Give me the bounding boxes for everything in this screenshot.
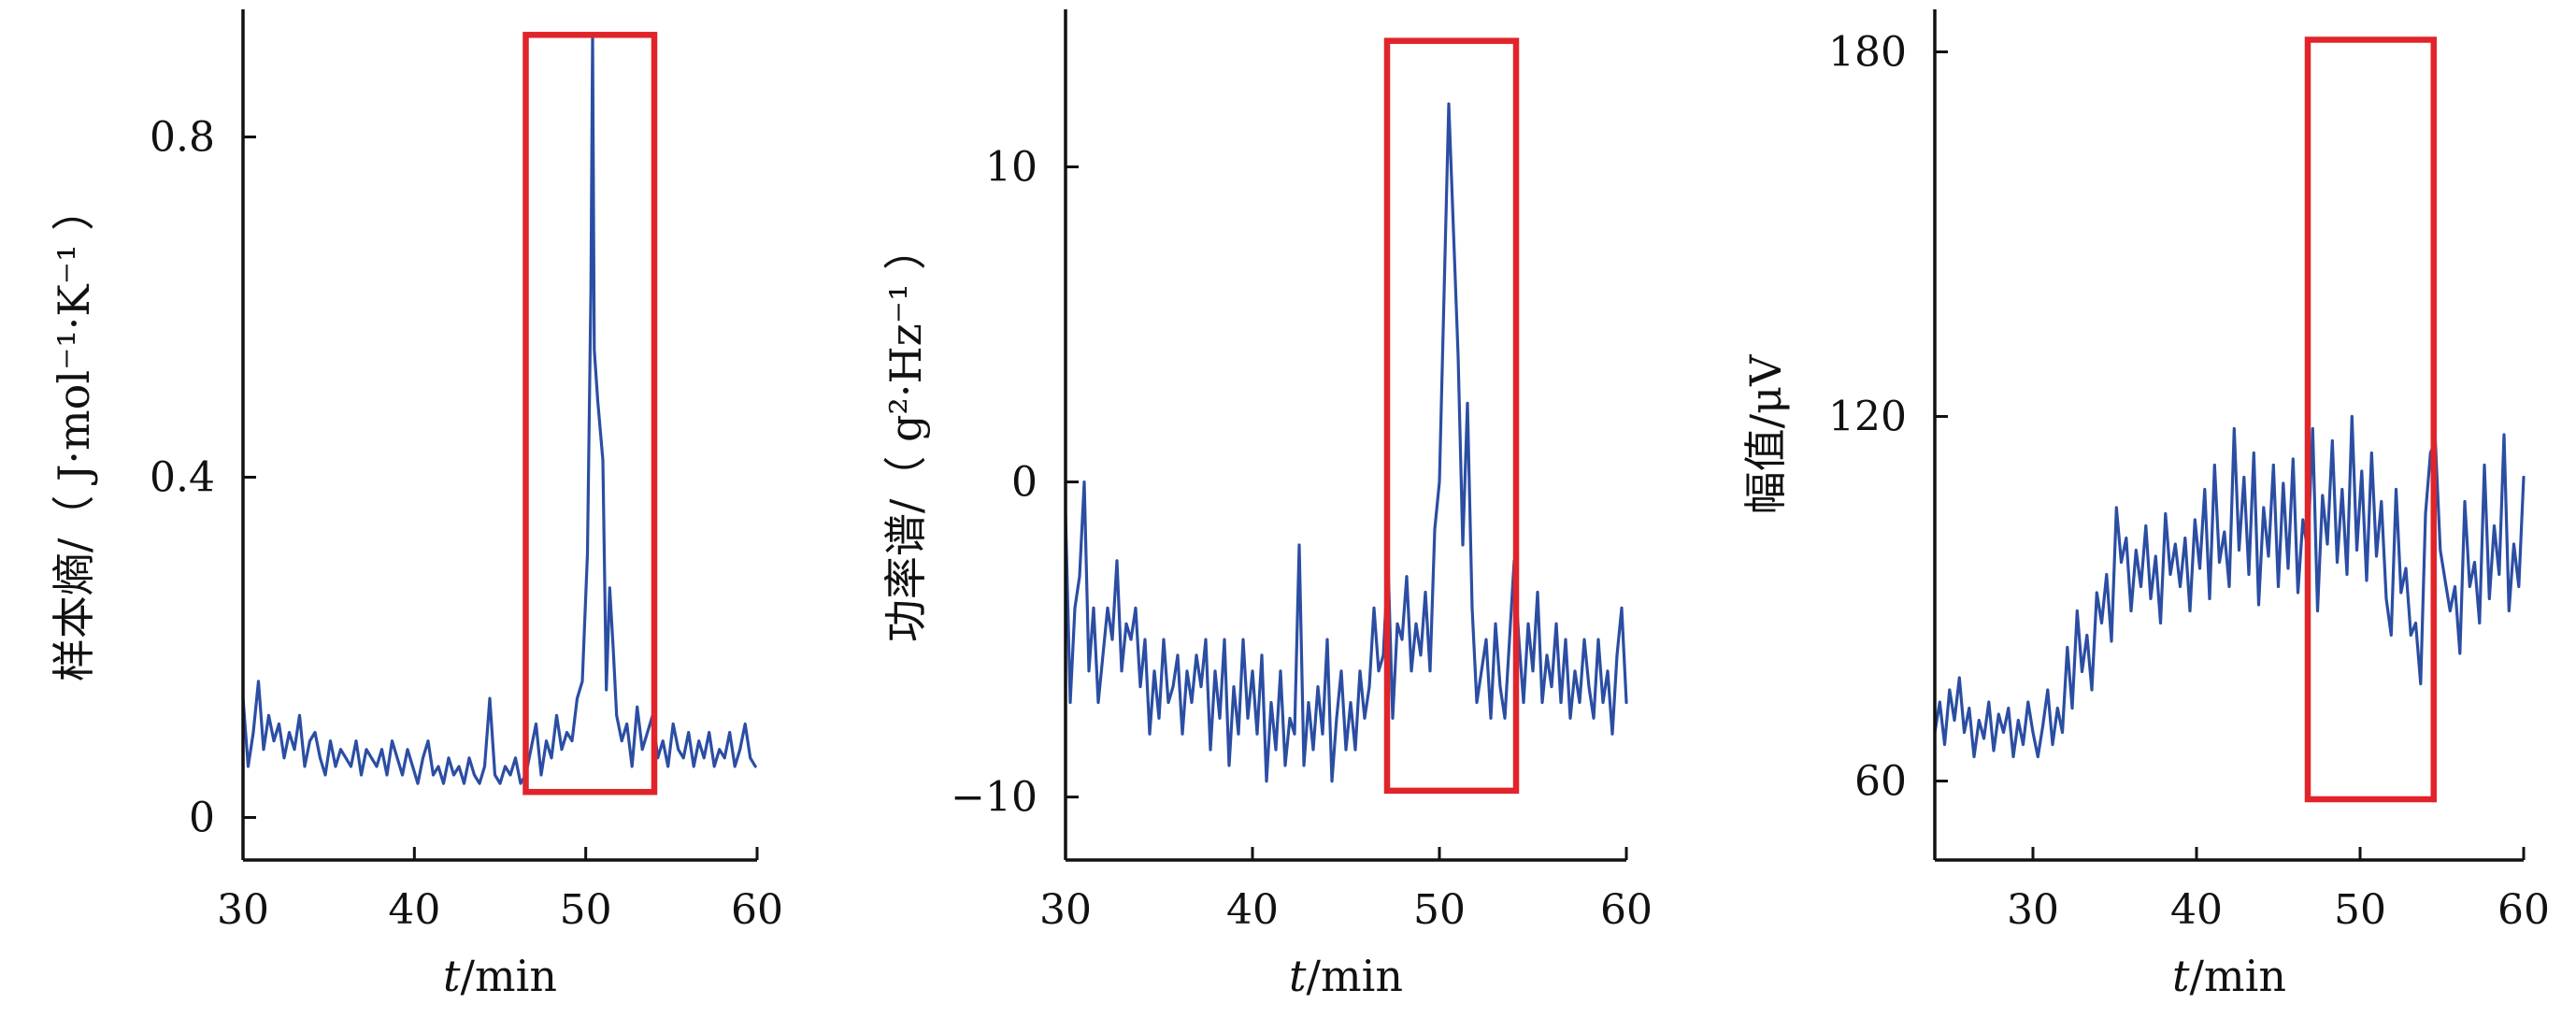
y-axis-label: 幅值/μV (1740, 354, 1791, 514)
data-line (1933, 414, 2526, 759)
x-tick-label: 50 (2334, 886, 2386, 934)
x-axis-variable: t (1289, 951, 1307, 1001)
y-tick-label: 0 (1011, 459, 1038, 507)
y-tick-label: −10 (951, 774, 1038, 822)
x-tick-label: 40 (1226, 886, 1279, 934)
x-tick-label: 50 (1413, 886, 1466, 934)
x-axis-label: t/min (2172, 951, 2286, 1001)
x-tick-label: 50 (560, 886, 612, 934)
x-tick-label: 40 (388, 886, 440, 934)
y-tick-label: 60 (1854, 758, 1907, 806)
x-axis-unit: /min (1307, 951, 1403, 1001)
x-tick-label: 30 (1039, 886, 1092, 934)
chart-panel-sample-entropy: 30 40 50 60 0 0.4 0.8 t/min 样本熵/（ J·mol⁻¹·K⁻¹ ） (49, 9, 783, 1001)
data-line (241, 33, 757, 785)
x-axis-variable: t (2172, 951, 2190, 1001)
y-axis-label: 样本熵/（ J·mol⁻¹·K⁻¹ ） (49, 188, 99, 681)
y-tick-label: 0 (189, 795, 215, 842)
x-axis-unit: /min (2190, 951, 2286, 1001)
x-tick-label: 60 (731, 886, 783, 934)
x-tick-label: 30 (217, 886, 269, 934)
y-tick-label: 0.8 (150, 114, 215, 162)
x-tick-label: 60 (1600, 886, 1653, 934)
x-tick-label: 40 (2170, 886, 2223, 934)
x-axis-label: t/min (1289, 951, 1403, 1001)
x-axis-variable: t (443, 951, 461, 1001)
y-tick-label: 120 (1828, 394, 1907, 441)
y-axis-label: 功率谱/（ g²·Hz⁻¹ ） (880, 227, 931, 642)
highlight-box (2304, 36, 2437, 803)
y-tick-label: 180 (1828, 29, 1907, 77)
chart-panel-amplitude: 30 40 50 60 60 120 180 t/min 幅值/μV (1740, 9, 2550, 1001)
x-axis-unit: /min (461, 951, 557, 1001)
x-tick-label: 30 (2007, 886, 2059, 934)
data-line (1064, 102, 1628, 783)
highlight-box (1383, 37, 1520, 795)
chart-panel-power-spectrum: 30 40 50 60 −10 0 10 t/min 功率谱/（ g²·Hz⁻¹ ） (880, 9, 1653, 1001)
highlight-box (522, 32, 658, 796)
y-tick-label: 10 (985, 144, 1038, 192)
x-axis-label: t/min (443, 951, 557, 1001)
y-tick-label: 0.4 (150, 454, 215, 502)
x-tick-label: 60 (2497, 886, 2550, 934)
